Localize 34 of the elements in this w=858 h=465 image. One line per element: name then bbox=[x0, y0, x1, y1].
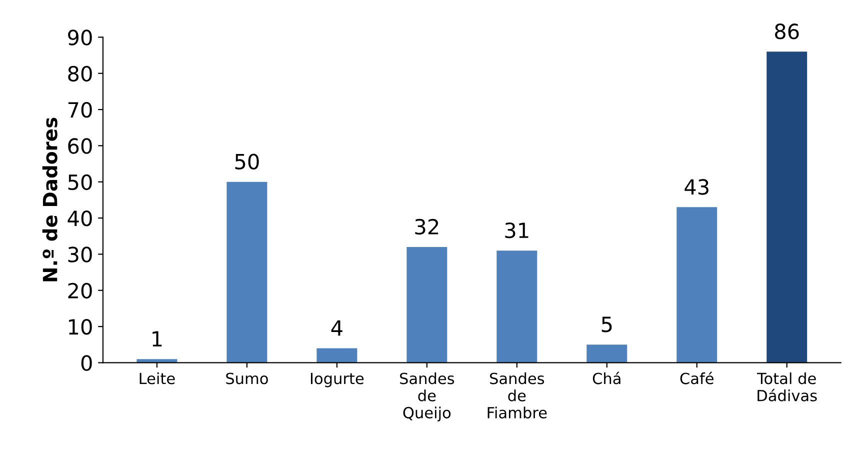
data-label: 5 bbox=[602, 316, 612, 332]
y-tick-label: 80 bbox=[68, 66, 92, 82]
y-tick-label: 30 bbox=[68, 246, 92, 262]
x-tick-label: Iogurte bbox=[310, 372, 364, 388]
bar bbox=[766, 52, 808, 363]
bar bbox=[676, 207, 718, 363]
y-tick-label: 90 bbox=[68, 30, 92, 46]
y-axis-title: N.º de Dadores bbox=[42, 118, 58, 282]
x-tick-label: Chá bbox=[592, 372, 620, 384]
y-tick-label: 60 bbox=[68, 138, 92, 154]
y-tick-label: 40 bbox=[68, 210, 92, 226]
bar bbox=[496, 250, 538, 363]
x-tick-label: Total de Dádivas bbox=[756, 372, 817, 402]
data-label: 1 bbox=[152, 331, 162, 346]
bar bbox=[586, 344, 628, 363]
y-tick-label: 70 bbox=[68, 102, 92, 118]
bar bbox=[316, 348, 358, 363]
data-label: 43 bbox=[684, 179, 708, 195]
y-tick-label: 50 bbox=[68, 174, 92, 190]
y-tick-label: 20 bbox=[68, 282, 92, 299]
x-tick-label: Sumo bbox=[226, 372, 268, 384]
data-label: 32 bbox=[415, 218, 438, 235]
data-label: 86 bbox=[775, 24, 799, 40]
x-tick-label: Leite bbox=[140, 372, 175, 384]
y-tick-label: 0 bbox=[81, 355, 92, 371]
bar bbox=[406, 246, 448, 363]
x-tick-label: Sandes de Fiambre bbox=[488, 372, 547, 418]
x-tick-label: Sandes de Queijo bbox=[400, 372, 454, 422]
data-label: 4 bbox=[331, 320, 342, 336]
x-tick-label: Café bbox=[680, 372, 714, 384]
bar bbox=[226, 182, 268, 363]
data-label: 50 bbox=[235, 154, 259, 170]
y-tick-label: 10 bbox=[69, 318, 92, 335]
data-label: 31 bbox=[505, 222, 528, 238]
